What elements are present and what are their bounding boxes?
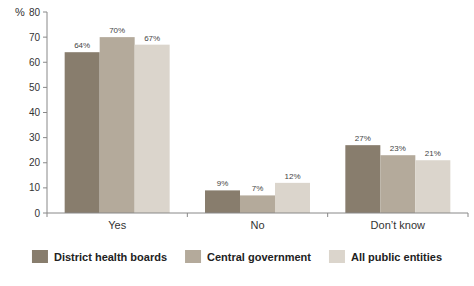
y-tick: [43, 12, 47, 13]
page: {"chart_data": {"type": "bar", "y_label"…: [0, 0, 474, 286]
x-axis: [47, 213, 468, 214]
data-label: 12%: [284, 172, 300, 181]
bar: [275, 183, 310, 213]
x-tick: [468, 213, 469, 217]
data-label: 27%: [355, 134, 371, 143]
y-axis: [47, 12, 48, 213]
bar: [205, 190, 240, 213]
data-label: 7%: [252, 184, 264, 193]
y-tick: [43, 62, 47, 63]
legend-swatch: [329, 250, 345, 263]
y-tick: [43, 137, 47, 138]
bar: [345, 145, 380, 213]
data-label: 70%: [109, 26, 125, 35]
y-tick-label: 50: [29, 82, 41, 93]
data-labels: 64% 70% 67% 9% 7% 12% 27% 23% 21%: [74, 26, 441, 193]
bar: [380, 155, 415, 213]
bar: [135, 45, 170, 213]
data-label: 64%: [74, 41, 90, 50]
y-tick: [43, 187, 47, 188]
y-tick-label: 30: [29, 132, 41, 143]
legend-swatch: [185, 250, 201, 263]
y-label: %: [15, 6, 25, 18]
bar: [100, 37, 135, 213]
x-tick-label: Don’t know: [371, 219, 425, 231]
y-tick-label: 0: [34, 208, 40, 219]
x-tick: [47, 213, 48, 217]
x-tick-label: Yes: [108, 219, 126, 231]
y-tick-label: 20: [29, 157, 41, 168]
bar: [415, 160, 450, 213]
y-tick-label: 80: [29, 7, 41, 18]
y-tick-label: 40: [29, 107, 41, 118]
y-tick: [43, 213, 47, 214]
data-label: 67%: [144, 34, 160, 43]
bar: [240, 195, 275, 213]
y-tick: [43, 87, 47, 88]
x-tick: [187, 213, 188, 217]
legend-swatch: [32, 250, 48, 263]
y-tick-label: 10: [29, 182, 41, 193]
legend-label: Central government: [207, 251, 311, 263]
y-tick-label: 70: [29, 32, 41, 43]
x-tick-label: No: [250, 219, 264, 231]
x-tick: [327, 213, 328, 217]
y-tick-label: 60: [29, 57, 41, 68]
legend-label: All public entities: [351, 251, 442, 263]
y-tick: [43, 37, 47, 38]
data-label: 21%: [425, 149, 441, 158]
data-label: 23%: [390, 144, 406, 153]
legend-label: District health boards: [54, 251, 167, 263]
bars: [65, 37, 451, 213]
y-tick: [43, 112, 47, 113]
y-tick: [43, 162, 47, 163]
data-label: 9%: [217, 179, 229, 188]
chart: % 0 10 20 30 40 50 60 70 80 64% 70% 67% 9% 7% 12% 27% 23%…: [0, 0, 474, 286]
legend: District health boards Central government…: [32, 250, 442, 263]
bar: [65, 52, 100, 213]
